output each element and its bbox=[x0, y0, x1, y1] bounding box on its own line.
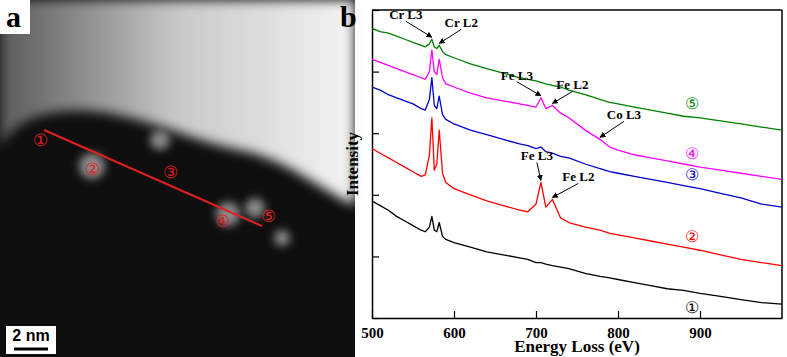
annotation-arrow bbox=[439, 29, 461, 43]
x-tick-mark bbox=[536, 311, 537, 318]
x-tick: 600 bbox=[443, 311, 466, 341]
y-tick-mark bbox=[372, 318, 379, 319]
panel-label: b bbox=[340, 0, 357, 33]
annotation-arrow bbox=[537, 162, 541, 180]
series-label: ⑤ bbox=[685, 95, 699, 112]
plot-area bbox=[372, 28, 782, 304]
annotation-arrow bbox=[552, 91, 572, 103]
scan-marker: ③ bbox=[163, 163, 178, 182]
frame-right bbox=[781, 10, 783, 318]
frame-top bbox=[372, 9, 782, 11]
scan-marker: ② bbox=[85, 160, 100, 179]
panel-label-box bbox=[0, 0, 30, 34]
annotation: Fe L2 bbox=[556, 77, 588, 92]
scan-marker: ④ bbox=[215, 212, 230, 231]
series-label: ③ bbox=[685, 166, 699, 183]
annotation: Cr L3 bbox=[389, 7, 423, 22]
x-tick-label: 600 bbox=[443, 325, 466, 341]
annotation: Fe L3 bbox=[521, 148, 554, 163]
scale-bar-box bbox=[6, 326, 56, 354]
annotation-arrow bbox=[406, 21, 432, 37]
spectrum-line bbox=[372, 118, 782, 266]
nanoparticle bbox=[79, 153, 105, 179]
annotation-arrow bbox=[600, 121, 624, 137]
series-label: ② bbox=[685, 228, 699, 245]
scan-marker: ⑤ bbox=[261, 207, 276, 226]
spectrum-line bbox=[372, 50, 782, 179]
annotation: Fe L3 bbox=[501, 68, 534, 83]
x-tick-mark bbox=[700, 311, 701, 318]
spectrum-line bbox=[372, 28, 782, 130]
y-axis-title: Intensity bbox=[343, 131, 362, 196]
x-axis-line bbox=[373, 318, 783, 320]
y-tick bbox=[372, 256, 379, 257]
annotation: Fe L2 bbox=[562, 169, 594, 184]
x-tick-mark bbox=[618, 311, 619, 318]
x-tick-label: 900 bbox=[689, 325, 712, 341]
panel-a: ① ② ③ ④ ⑤ 2 nm bbox=[0, 0, 355, 357]
annotation: Cr L2 bbox=[445, 15, 478, 30]
spectrum-line bbox=[372, 201, 782, 304]
series-label: ① bbox=[685, 299, 699, 316]
figure: ①②③④⑤2 nmab500600700800900①②③④⑤Cr L3Cr L… bbox=[0, 0, 787, 357]
y-tick-mark bbox=[372, 71, 379, 72]
panel-label: a bbox=[6, 0, 21, 33]
y-axis bbox=[372, 11, 379, 319]
annotation-arrow bbox=[552, 183, 578, 197]
x-tick-label: 500 bbox=[361, 325, 384, 341]
y-tick-mark bbox=[372, 256, 379, 257]
annotation-arrow bbox=[517, 82, 541, 96]
scale-bar bbox=[14, 348, 48, 351]
y-tick bbox=[372, 195, 379, 196]
y-tick bbox=[372, 72, 379, 73]
scale-bar-label: 2 nm bbox=[12, 327, 49, 344]
image-background bbox=[0, 0, 355, 357]
y-tick-mark bbox=[372, 133, 379, 134]
y-tick-mark bbox=[372, 195, 379, 196]
scan-marker: ① bbox=[33, 131, 48, 150]
series-label: ④ bbox=[685, 145, 699, 162]
particle bbox=[0, 0, 355, 205]
x-tick-mark bbox=[454, 311, 455, 318]
spectrum-line bbox=[372, 78, 782, 207]
y-axis-line bbox=[372, 11, 374, 319]
y-tick bbox=[372, 318, 379, 319]
nanoparticle bbox=[274, 230, 290, 246]
annotation: Co L3 bbox=[607, 107, 642, 122]
nanoparticle bbox=[150, 130, 170, 150]
y-tick bbox=[372, 133, 379, 134]
panel-b: 500600700800900①②③④⑤Cr L3Cr L2Fe L3Fe L2… bbox=[343, 7, 783, 356]
x-axis-title: Energy Loss (eV) bbox=[514, 337, 640, 356]
